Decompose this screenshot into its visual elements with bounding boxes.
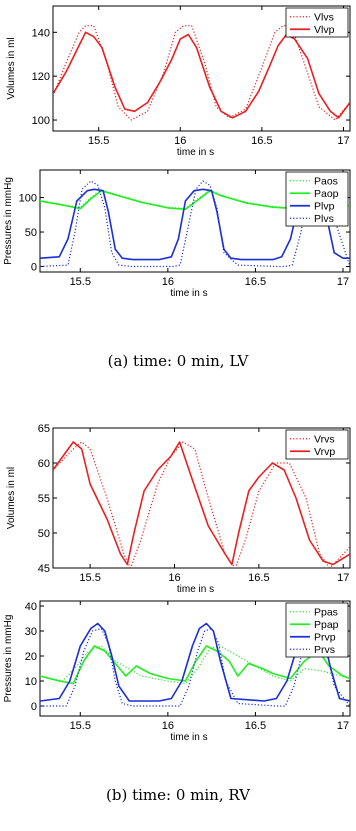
y-tick-label: 0 [31,261,37,273]
x-tick-label: 16 [162,276,174,288]
x-tick-label: 16.5 [245,720,266,732]
x-tick-label: 15.5 [70,720,91,732]
x-tick-label: 16 [174,135,186,147]
x-tick-label: 17 [337,720,349,732]
y-axis-label: Pressures in mmHg [3,177,14,265]
y-tick-label: 60 [38,458,50,470]
legend-label-vlvp: Vlvp [314,24,335,36]
y-tick-label: 10 [25,676,37,688]
x-tick-label: 17 [337,276,349,288]
x-tick-label: 15.5 [70,276,91,288]
series-line-plvs [40,180,350,268]
x-axis-label: time in s [177,584,214,595]
legend-label-paop: Paop [314,188,339,200]
chart-panel-1: 15.5 16 16.5 17 100 120 140 time in s Volumes in… [6,5,351,158]
x-tick-label: 17 [337,572,349,584]
caption-lv: (a) time: 0 min, LV [107,352,249,370]
x-tick-label: 16 [162,720,174,732]
y-axis-label: Volumes in ml [6,467,17,529]
series-line-paos [40,189,350,210]
chart-panel-2: 15.5 16 16.5 17 0 50 100 time in s Pressures in … [3,169,351,299]
x-tick-label: 17 [337,135,349,147]
x-tick-label: 16.5 [245,276,266,288]
legend-label-ppas: Ppas [314,607,338,619]
y-tick-label: 100 [32,115,50,127]
legend-label-ppap: Ppap [314,619,339,631]
y-tick-label: 65 [38,423,50,435]
caption-rv: (b) time: 0 min, RV [106,786,250,804]
y-tick-label: 140 [32,27,50,39]
series-line-ppap [40,645,350,685]
y-tick-label: 20 [25,651,37,663]
y-tick-label: 30 [25,626,37,638]
y-tick-label: 40 [25,601,37,613]
legend-box [285,429,349,460]
series-line-vrvp [53,441,350,566]
x-axis-label: time in s [177,147,214,158]
legend-box [285,171,349,227]
x-tick-label: 15.5 [79,572,100,584]
y-tick-label: 100 [19,193,37,205]
x-axis-label: time in s [170,288,207,299]
chart-panel-4: 15.5 16 16.5 17 0 10 20 30 40 time in s Pressures … [3,600,351,743]
y-tick-label: 50 [38,528,50,540]
legend-label-vrvs: Vrvs [314,434,335,446]
y-tick-label: 45 [38,563,50,575]
legend-label-plvp: Plvp [314,201,335,213]
x-tick-label: 15.5 [88,135,109,147]
x-tick-label: 16.5 [248,572,269,584]
legend-box [285,602,349,658]
x-tick-label: 16 [168,572,180,584]
y-tick-label: 0 [31,701,37,713]
legend-label-prvs: Prvs [314,644,335,656]
y-tick-label: 55 [38,493,50,505]
series-line-prvs [40,627,350,707]
x-tick-label: 16.5 [251,135,272,147]
legend-label-plvs: Plvs [314,213,334,225]
chart-panel-3: 15.5 16 16.5 17 45 50 55 60 65 time in s Volumes i… [6,423,351,595]
legend-label-paos: Paos [314,176,338,188]
y-axis-label: Pressures in mmHg [3,615,14,703]
series-line-ppas [40,645,350,685]
y-tick-label: 120 [32,71,50,83]
y-tick-label: 50 [25,227,37,239]
series-line-vlvp [53,31,350,119]
legend-label-vrvp: Vrvp [314,446,335,458]
y-axis-label: Volumes in ml [6,37,17,99]
x-axis-label: time in s [170,732,207,743]
legend-label-vlvs: Vlvs [314,12,334,24]
legend-box [285,7,349,38]
legend-label-prvp: Prvp [314,632,336,644]
